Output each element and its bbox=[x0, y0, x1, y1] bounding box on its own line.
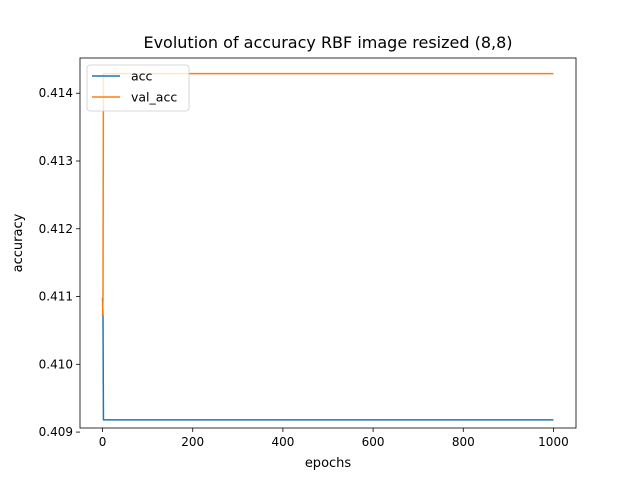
x-tick-label: 0 bbox=[99, 435, 107, 449]
chart-title: Evolution of accuracy RBF image resized … bbox=[143, 33, 512, 52]
x-tick-label: 400 bbox=[271, 435, 294, 449]
y-axis: 0.409 0.410 0.411 0.412 0.413 0.414 bbox=[39, 86, 80, 439]
plot-area bbox=[79, 57, 577, 429]
y-tick-label: 0.414 bbox=[39, 86, 73, 100]
legend-label-val-acc: val_acc bbox=[131, 90, 177, 105]
y-tick-label: 0.411 bbox=[39, 290, 73, 304]
x-axis-label: epochs bbox=[305, 456, 352, 471]
legend: acc val_acc bbox=[86, 64, 190, 112]
plot-frame bbox=[80, 58, 576, 428]
y-tick-label: 0.412 bbox=[39, 222, 73, 236]
y-tick-label: 0.410 bbox=[39, 357, 73, 371]
x-tick-label: 1000 bbox=[538, 435, 569, 449]
y-tick-label: 0.413 bbox=[39, 154, 73, 168]
x-tick-label: 200 bbox=[181, 435, 204, 449]
x-tick-label: 800 bbox=[452, 435, 475, 449]
plot-border bbox=[79, 57, 577, 429]
x-axis: 0 200 400 600 800 1000 bbox=[99, 428, 569, 449]
x-tick-label: 600 bbox=[362, 435, 385, 449]
y-tick-label: 0.409 bbox=[39, 425, 73, 439]
legend-label-acc: acc bbox=[131, 69, 153, 84]
y-axis-label: accuracy bbox=[11, 213, 26, 272]
